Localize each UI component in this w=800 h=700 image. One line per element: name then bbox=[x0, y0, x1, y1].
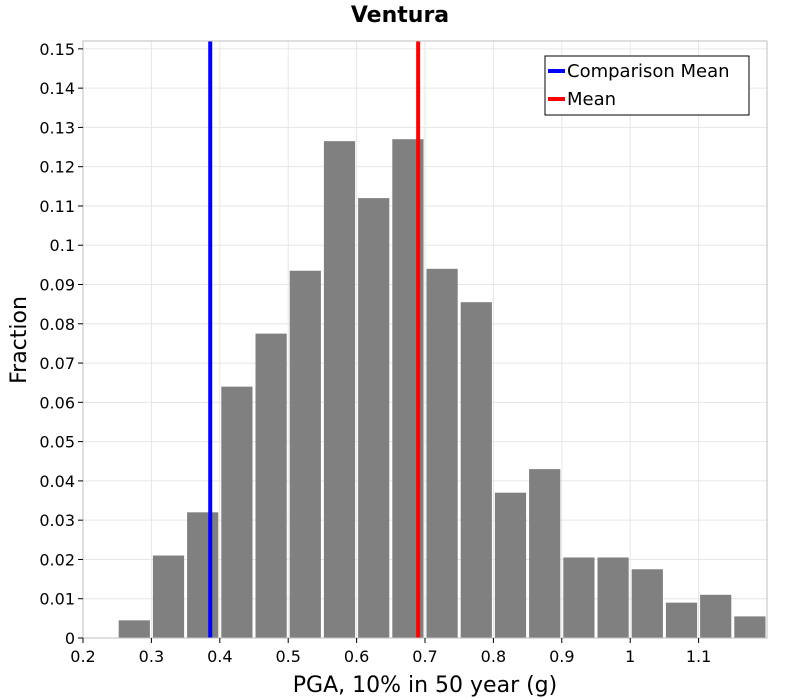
y-tick-label: 0.14 bbox=[39, 79, 75, 98]
histogram-bar bbox=[700, 594, 732, 638]
y-tick-label: 0.03 bbox=[39, 511, 75, 530]
y-tick-label: 0.1 bbox=[50, 236, 75, 255]
y-tick-label: 0.04 bbox=[39, 472, 75, 491]
histogram-bar bbox=[289, 270, 321, 638]
legend: Comparison Mean Mean bbox=[544, 55, 750, 116]
x-tick-label: 1.1 bbox=[686, 647, 711, 666]
histogram-bar bbox=[734, 616, 766, 638]
legend-label: Mean bbox=[567, 89, 616, 110]
y-tick-label: 0.07 bbox=[39, 354, 75, 373]
histogram-bar bbox=[358, 198, 390, 638]
x-tick-label: 0.9 bbox=[549, 647, 574, 666]
histogram-bar bbox=[563, 557, 595, 638]
x-tick-label: 0.8 bbox=[481, 647, 506, 666]
x-tick-label: 0.3 bbox=[139, 647, 164, 666]
y-tick-label: 0.06 bbox=[39, 393, 75, 412]
x-axis-label: PGA, 10% in 50 year (g) bbox=[293, 673, 557, 698]
histogram-bar bbox=[323, 141, 356, 638]
y-tick-label: 0.05 bbox=[39, 433, 75, 452]
x-tick-label: 0.2 bbox=[70, 647, 95, 666]
histogram-bar bbox=[494, 492, 527, 638]
legend-label: Comparison Mean bbox=[567, 61, 730, 82]
histogram-bar bbox=[255, 333, 287, 638]
x-tick-label: 0.5 bbox=[275, 647, 300, 666]
y-tick-label: 0.09 bbox=[39, 276, 75, 295]
chart-title: Ventura bbox=[351, 3, 449, 28]
y-axis-ticks: 0 0.01 0.02 0.03 0.04 0.05 0.06 0.07 0.08 0.09 0.1… bbox=[39, 40, 83, 648]
histogram-bar bbox=[665, 602, 698, 638]
x-tick-label: 1 bbox=[625, 647, 635, 666]
x-tick-label: 0.4 bbox=[207, 647, 232, 666]
grid bbox=[82, 41, 767, 639]
bars bbox=[118, 139, 766, 638]
y-tick-label: 0.08 bbox=[39, 315, 75, 334]
histogram-bar bbox=[460, 302, 492, 638]
histogram-bar bbox=[426, 268, 458, 638]
y-tick-label: 0.13 bbox=[39, 118, 75, 137]
histogram-bar bbox=[187, 512, 219, 638]
histogram-bar bbox=[118, 620, 150, 638]
y-axis-label: Fraction bbox=[7, 296, 32, 384]
x-axis-ticks: 0.2 0.3 0.4 0.5 0.6 0.7 0.8 0.9 1 1.1 bbox=[70, 638, 711, 666]
histogram-bar bbox=[631, 569, 663, 638]
legend-box bbox=[544, 55, 750, 116]
y-tick-label: 0.11 bbox=[39, 197, 75, 216]
histogram-bar bbox=[152, 555, 185, 638]
histogram-bar bbox=[597, 557, 629, 638]
y-tick-label: 0.01 bbox=[39, 590, 75, 609]
reference-lines bbox=[208, 41, 421, 638]
histogram-bar bbox=[221, 386, 253, 638]
y-tick-label: 0.02 bbox=[39, 550, 75, 569]
histogram-bar bbox=[529, 469, 561, 638]
y-tick-label: 0.12 bbox=[39, 158, 75, 177]
x-tick-label: 0.6 bbox=[344, 647, 369, 666]
y-tick-label: 0 bbox=[65, 629, 75, 648]
y-tick-label: 0.15 bbox=[39, 40, 75, 59]
x-tick-label: 0.7 bbox=[412, 647, 437, 666]
